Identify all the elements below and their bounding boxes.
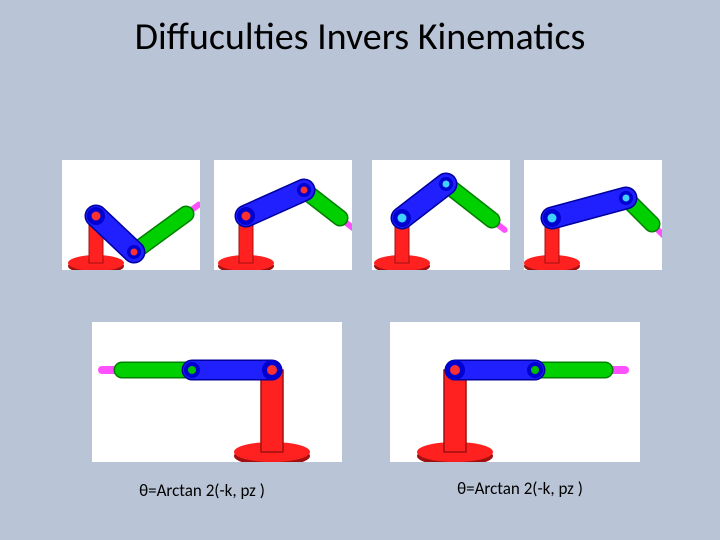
- page-title: Diffuculties Invers Kinematics: [0, 14, 720, 60]
- arm-panel-4: [524, 160, 662, 270]
- caption-left: θ=Arctan 2(-k, pz ): [92, 480, 312, 501]
- arm-panel-1: [62, 160, 200, 270]
- arm-panel-2: [214, 160, 352, 270]
- slide: Diffuculties Invers Kinematics θ=Arctan …: [0, 0, 720, 540]
- arm-panel-3: [372, 160, 510, 270]
- arm-panel-bottom-left: [92, 322, 342, 462]
- arm-panel-bottom-right: [390, 322, 640, 462]
- caption-right: θ=Arctan 2(-k, pz ): [410, 478, 630, 499]
